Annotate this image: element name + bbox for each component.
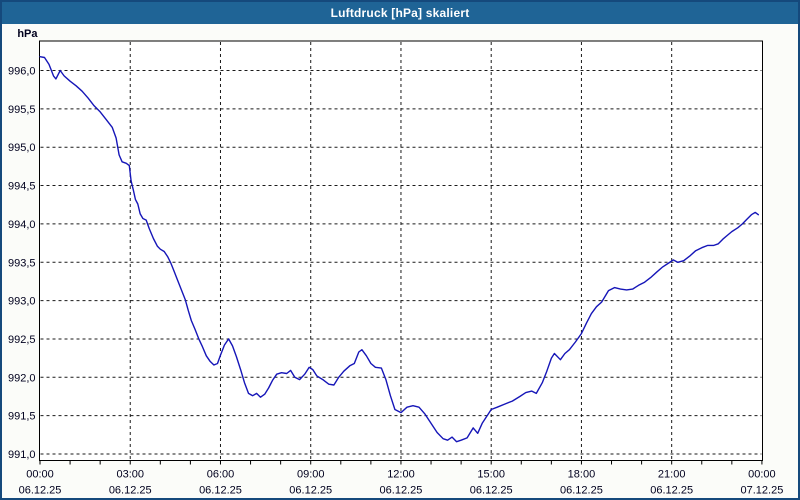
x-axis-date-label: 06.12.25 (560, 485, 603, 497)
window-title: Luftdruck [hPa] skaliert (330, 6, 470, 20)
pressure-series-line (39, 56, 759, 443)
y-axis-tick-label: 995,5 (8, 104, 36, 116)
x-axis-date-label: 06.12.25 (380, 485, 423, 497)
x-axis-time-label: 00:00 (748, 469, 776, 481)
y-axis-tick-label: 992,5 (8, 334, 36, 346)
x-axis-date-label: 07.12.25 (741, 485, 784, 497)
x-axis-date-label: 06.12.25 (650, 485, 693, 497)
x-axis-date-label: 06.12.25 (470, 485, 513, 497)
x-axis-date-label: 06.12.25 (289, 485, 332, 497)
y-axis-tick-label: 993,5 (8, 257, 36, 269)
x-axis-time-label: 00:00 (26, 469, 54, 481)
x-axis-date-label: 06.12.25 (109, 485, 152, 497)
window-titlebar: Luftdruck [hPa] skaliert (2, 2, 798, 24)
x-axis-time-label: 15:00 (477, 469, 505, 481)
y-axis-tick-label: 991,5 (8, 411, 36, 423)
y-axis-tick-label: 993,0 (8, 296, 36, 308)
x-axis-date-label: 06.12.25 (199, 485, 242, 497)
y-axis-tick-label: 994,5 (8, 181, 36, 193)
x-axis-time-label: 06:00 (207, 469, 235, 481)
y-axis-tick-label: 991,0 (8, 449, 36, 461)
y-axis-unit-label: hPa (17, 28, 38, 40)
x-axis-time-label: 18:00 (568, 469, 596, 481)
y-axis-tick-label: 995,0 (8, 142, 36, 154)
y-axis-tick-label: 994,0 (8, 219, 36, 231)
x-axis-time-label: 09:00 (297, 469, 325, 481)
y-axis-tick-label: 992,0 (8, 372, 36, 384)
y-axis-tick-label: 996,0 (8, 66, 36, 78)
x-axis-time-label: 21:00 (658, 469, 686, 481)
x-axis-date-label: 06.12.25 (19, 485, 62, 497)
x-axis-time-label: 03:00 (116, 469, 144, 481)
x-axis-time-label: 12:00 (387, 469, 415, 481)
